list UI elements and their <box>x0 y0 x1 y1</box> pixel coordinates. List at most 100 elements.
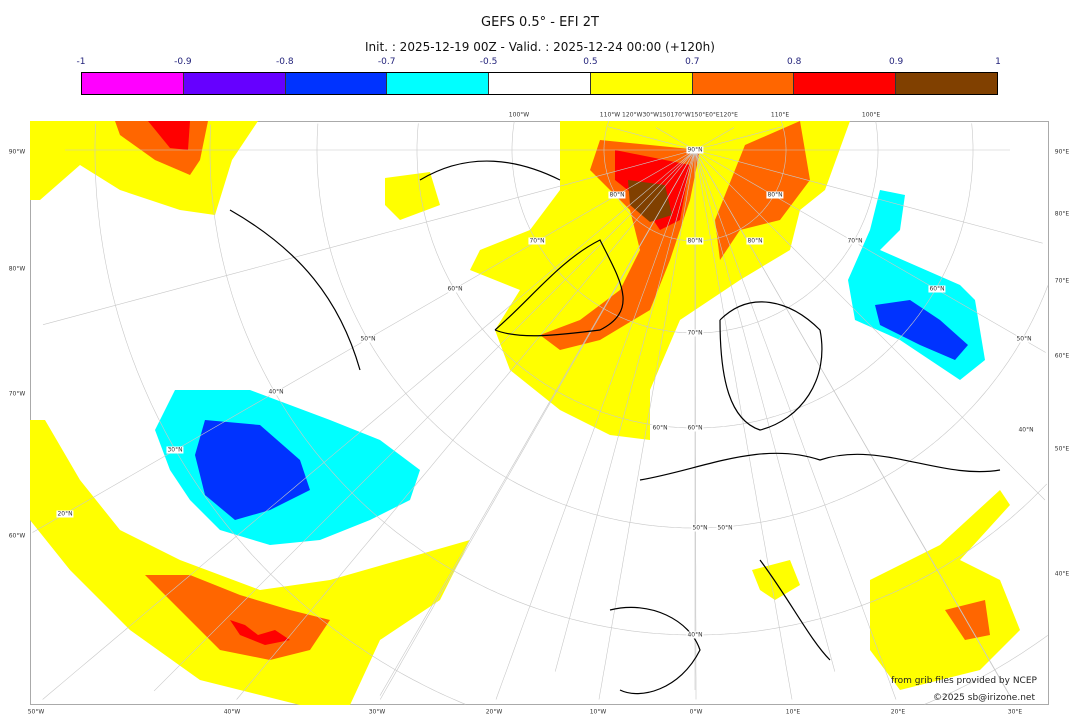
latitude-line <box>209 124 1048 636</box>
chart-subtitle: Init. : 2025-12-19 00Z - Valid. : 2025-1… <box>365 40 715 54</box>
meridian-line <box>694 149 836 672</box>
meridian-line <box>495 149 696 700</box>
coastlines <box>229 160 1001 695</box>
meridian-line <box>694 149 1046 501</box>
latitude-label: 30°N <box>166 446 184 454</box>
colorbar-tick: -0.9 <box>174 57 192 67</box>
colorbar-segment <box>285 73 388 94</box>
left-axis-label: 80°W <box>8 265 26 273</box>
bottom-axis-label: 50°W <box>27 708 45 716</box>
latitude-line <box>511 121 879 334</box>
anomaly-blue <box>195 420 310 520</box>
source-credit: from grib files provided by NCEP <box>891 676 1037 686</box>
colorbar-segment <box>590 73 693 94</box>
left-axis-label: 60°W <box>8 532 26 540</box>
right-axis-label: 60°E <box>1054 352 1070 360</box>
top-axis-label: 120°W30°W150170°W150°E0°E120°E <box>622 111 738 119</box>
colorbar-tick: 1 <box>995 57 1001 67</box>
top-axis-label: 110°W <box>599 111 621 119</box>
anomaly-yellow <box>752 560 800 600</box>
latitude-label: 70°N <box>846 237 864 245</box>
top-axis-label: 100°W <box>508 111 530 119</box>
meridian-line <box>42 149 696 700</box>
meridian-line <box>694 149 897 700</box>
latitude-label: 80°N <box>686 237 704 245</box>
bottom-axis-label: 30°E <box>1007 708 1023 716</box>
meridian-line <box>236 149 696 700</box>
latitude-label: 20°N <box>56 510 74 518</box>
latitude-label: 60°N <box>686 424 704 432</box>
colorbar-tick: 0.7 <box>685 57 700 67</box>
latitude-label: 60°N <box>651 424 669 432</box>
meridian-line <box>655 127 696 151</box>
latitude-label: 40°N <box>267 388 285 396</box>
colorbar-tick: 0.9 <box>888 57 904 67</box>
left-axis-label: 90°W <box>8 148 26 156</box>
bottom-axis-label: 0°W <box>689 708 703 716</box>
anomaly-yellow <box>870 490 1020 690</box>
latitude-label: 50°N <box>359 335 377 343</box>
meridian-line <box>694 126 782 151</box>
meridian-line <box>694 127 735 151</box>
colorbar <box>81 72 998 95</box>
latitude-label: 80°N <box>766 191 784 199</box>
meridian-line <box>694 149 1043 244</box>
right-axis-label: 40°E <box>1054 570 1070 578</box>
right-axis-label: 50°E <box>1054 445 1070 453</box>
latitude-label: 70°N <box>686 329 704 337</box>
meridian-line <box>42 149 696 325</box>
meridian-line <box>598 149 696 700</box>
chart-title: GEFS 0.5° - EFI 2T <box>481 15 599 30</box>
meridian-line <box>694 149 793 700</box>
meridian-line <box>153 149 696 692</box>
latitude-label: 60°N <box>928 285 946 293</box>
latitude-line <box>316 123 1049 529</box>
anomaly-orange <box>945 600 990 640</box>
latitude-line <box>416 123 974 429</box>
latitude-label: 40°N <box>1017 426 1035 434</box>
colorbar-segment <box>82 73 184 94</box>
meridian-line <box>379 149 696 700</box>
meridian-line <box>379 149 696 696</box>
meridian-line <box>694 149 1046 353</box>
latitude-label: 80°N <box>608 191 626 199</box>
latitude-label: 70°N <box>528 237 546 245</box>
bottom-axis-label: 20°E <box>890 708 906 716</box>
latitude-label: 50°N <box>691 524 709 532</box>
anomaly-blue <box>875 300 968 360</box>
colorbar-tick: 0.5 <box>583 57 598 67</box>
meridian-line <box>694 149 1011 696</box>
colorbar-segment <box>387 73 490 94</box>
top-axis-label: 110°E <box>770 111 790 119</box>
bottom-axis-label: 30°W <box>368 708 386 716</box>
colorbar-segment <box>794 73 897 94</box>
latitude-label: 60°N <box>446 285 464 293</box>
latitude-label: 80°N <box>746 237 764 245</box>
anomaly-yellow <box>30 420 470 705</box>
top-axis-label: 100°E <box>861 111 881 119</box>
latitude-label: 50°N <box>716 524 734 532</box>
latitude-line <box>603 121 787 242</box>
anomaly-red <box>148 121 190 150</box>
bottom-axis-label: 20°W <box>485 708 503 716</box>
colorbar-segment <box>692 73 795 94</box>
colorbar-tick: -1 <box>76 57 86 67</box>
bottom-axis-label: 40°W <box>223 708 241 716</box>
colorbar-segment <box>896 73 998 94</box>
colorbar-tick: -0.8 <box>275 57 294 67</box>
latitude-label: 50°N <box>1015 335 1033 343</box>
anomaly-red <box>230 620 290 645</box>
latitude-label: 40°N <box>686 631 704 639</box>
colorbar-tick: 0.8 <box>787 57 802 67</box>
meridian-line <box>554 149 696 672</box>
colorbar-tick: -0.5 <box>479 57 498 67</box>
colorbar-segment <box>183 73 286 94</box>
efi-field <box>30 121 1020 705</box>
map-area <box>30 121 1049 705</box>
anomaly-yellow <box>385 172 440 220</box>
meridian-line <box>608 126 696 151</box>
map-svg <box>30 121 1049 705</box>
latitude-line <box>94 123 1048 705</box>
copyright: ©2025 sb@irizone.net <box>933 693 1035 703</box>
latitude-label: 90°N <box>686 146 704 154</box>
